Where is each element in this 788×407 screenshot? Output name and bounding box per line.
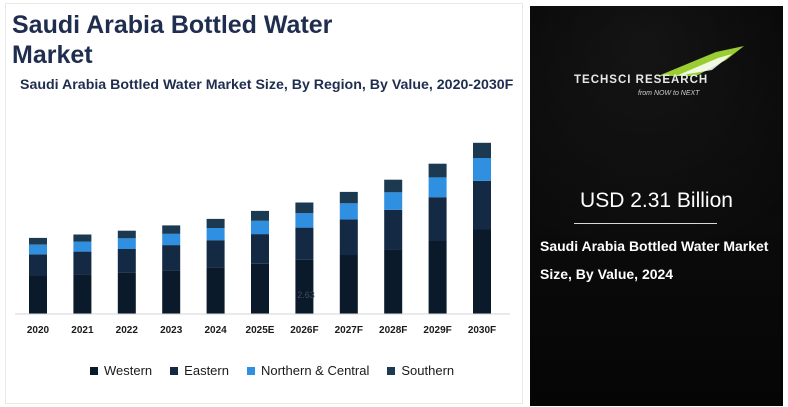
bar-southern-2028f (384, 179, 403, 193)
bar-northern-central-2024 (206, 228, 225, 241)
bar-northern-central-2030f (473, 158, 491, 181)
x-tick-label-2027f: 2027F (335, 325, 363, 336)
bar-eastern-2030f (473, 180, 491, 230)
bar-southern-2024 (206, 218, 225, 228)
bar-western-2021 (73, 274, 92, 314)
legend-swatch-southern (387, 366, 396, 375)
bar-western-2026f (295, 260, 314, 314)
bar-western-2030f (473, 229, 491, 314)
bar-northern-central-2020 (29, 244, 47, 255)
bar-eastern-2022 (117, 248, 136, 273)
info-panel: TECHSCI RESEARCH from NOW to NEXT USD 2.… (530, 6, 783, 406)
bar-eastern-2024 (206, 240, 225, 268)
bar-northern-central-2023 (162, 233, 181, 246)
x-tick-label-2020: 2020 (27, 325, 50, 336)
chart-subtitle: Saudi Arabia Bottled Water Market Size, … (20, 77, 514, 93)
bar-eastern-2027f (339, 219, 358, 256)
brand-logo: TECHSCI RESEARCH from NOW to NEXT (574, 46, 744, 106)
x-tick-labels: 2020 2021 2022 2023 2024 2025E 2026F 2027F 2028F… (27, 325, 496, 336)
bar-eastern-2028f (384, 209, 403, 250)
bar-southern-2029f (428, 163, 447, 178)
legend-label-northern-central: Northern & Central (260, 363, 370, 378)
market-description: Saudi Arabia Bottled Water Market Size, … (540, 238, 769, 282)
bar-western-2029f (428, 241, 447, 314)
bars-layer (29, 142, 491, 314)
bar-western-2024 (206, 267, 225, 314)
legend-item-eastern: Eastern (170, 363, 229, 378)
x-tick-label-2024: 2024 (204, 325, 227, 336)
x-tick-label-2028f: 2028F (379, 325, 407, 336)
bar-western-2025e (251, 263, 269, 314)
brand-tagline: from NOW to NEXT (638, 90, 700, 97)
x-tick-label-2026f: 2026F (290, 325, 318, 336)
market-value: USD 2.31 Billion (580, 189, 733, 212)
bar-western-2028f (384, 249, 403, 314)
chart-area: Saudi Arabia Bottled Water Market Saudi … (5, 3, 523, 404)
bar-northern-central-2029f (428, 177, 447, 198)
bar-northern-central-2026f (295, 213, 314, 228)
chart-annotation: 2.63 (297, 290, 315, 300)
bar-southern-2022 (117, 230, 136, 239)
x-tick-label-2029f: 2029F (423, 325, 451, 336)
bar-northern-central-2021 (73, 241, 92, 252)
stacked-bar-chart: 2020 2021 2022 2023 2024 2025E 2026F 2027F 2028F… (15, 142, 510, 336)
legend-item-western: Western (90, 363, 152, 378)
bar-western-2022 (117, 272, 136, 314)
legend-label-eastern: Eastern (184, 363, 229, 378)
bar-southern-2030f (473, 142, 491, 158)
bar-northern-central-2022 (117, 238, 136, 249)
x-tick-label-2021: 2021 (71, 325, 94, 336)
bar-northern-central-2027f (339, 203, 358, 220)
bar-southern-2023 (162, 225, 181, 234)
x-tick-label-2023: 2023 (160, 325, 183, 336)
bar-southern-2027f (339, 191, 358, 204)
legend-label-southern: Southern (401, 363, 455, 378)
chart-legend: Western Eastern Northern & Central South… (90, 363, 454, 378)
bar-eastern-2023 (162, 245, 181, 271)
chart-frame (5, 3, 523, 404)
logo-swoosh-icon (658, 46, 744, 76)
bar-western-2027f (339, 255, 358, 314)
legend-swatch-western (90, 366, 98, 375)
bar-eastern-2025e (251, 234, 269, 264)
bar-southern-2020 (29, 237, 47, 245)
bar-western-2020 (29, 276, 47, 314)
bar-eastern-2021 (73, 251, 92, 275)
legend-swatch-eastern (170, 366, 179, 375)
x-tick-label-2022: 2022 (116, 325, 139, 336)
x-tick-label-2025e: 2025E (246, 325, 275, 336)
bar-southern-2025e (251, 210, 269, 221)
bar-northern-central-2025e (251, 220, 269, 235)
bar-eastern-2026f (295, 227, 314, 260)
legend-item-southern: Southern (387, 363, 454, 378)
x-tick-label-2030f: 2030F (468, 325, 496, 336)
legend-swatch-northern-central (246, 366, 255, 375)
bar-eastern-2029f (428, 197, 447, 241)
page-title: Saudi Arabia Bottled Water Market (12, 11, 333, 69)
bar-western-2023 (162, 270, 181, 314)
legend-label-western: Western (104, 363, 153, 378)
bar-southern-2026f (295, 202, 314, 214)
brand-name: TECHSCI RESEARCH (574, 74, 709, 86)
bar-eastern-2020 (29, 254, 47, 276)
legend-item-northern-central: Northern & Central (246, 363, 370, 378)
bar-southern-2021 (73, 234, 92, 242)
divider-line (574, 223, 717, 224)
bar-northern-central-2028f (384, 192, 403, 210)
